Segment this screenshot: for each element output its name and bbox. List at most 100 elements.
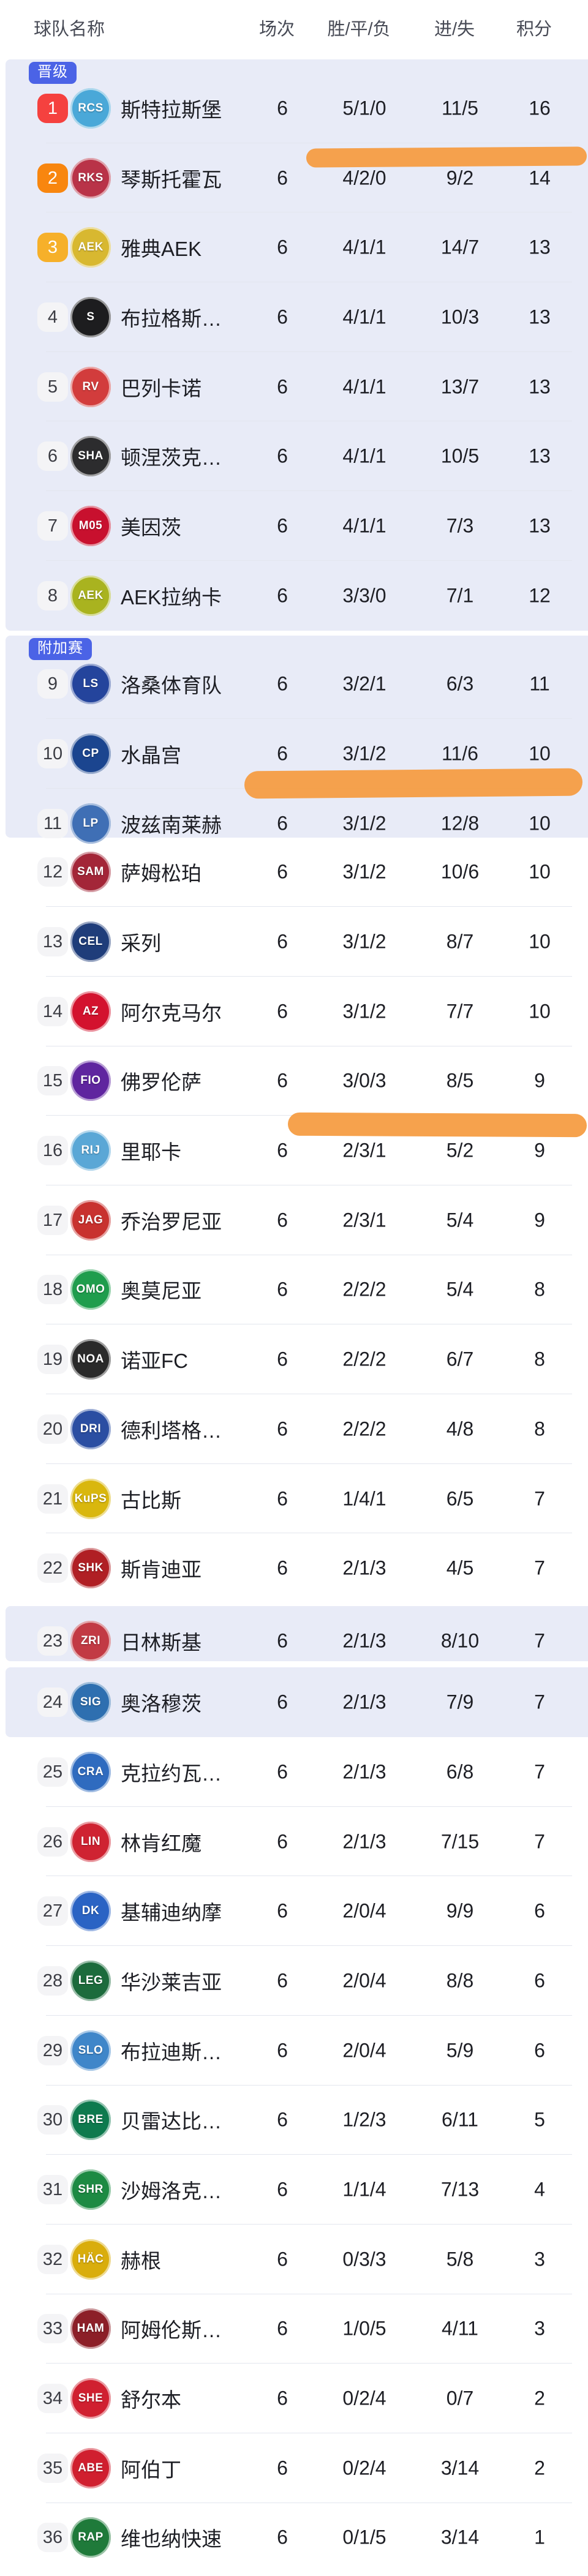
rank-badge: 10 xyxy=(37,739,68,769)
team-crest-icon: RCS xyxy=(70,88,111,129)
table-row[interactable]: 32 HÄC 赫根 6 0/3/3 5/8 3 xyxy=(6,2225,588,2294)
section-playoff: 附加赛 9 LS 洛桑体育队 6 3/2/1 6/3 11 10 CP 水晶宫 … xyxy=(6,635,588,844)
win-draw-loss: 3/1/2 xyxy=(342,742,386,765)
rank-badge: 1 xyxy=(37,93,68,123)
points: 13 xyxy=(529,445,551,467)
points: 8 xyxy=(534,1418,545,1440)
goals-for-against: 0/7 xyxy=(446,2387,474,2409)
table-row[interactable]: 35 ABE 阿伯丁 6 0/2/4 3/14 2 xyxy=(6,2433,588,2503)
table-row[interactable]: 14 AZ 阿尔克马尔 6 3/1/2 7/7 10 xyxy=(6,977,588,1046)
rank-badge: 20 xyxy=(37,1414,68,1444)
matches-played: 6 xyxy=(277,672,288,695)
column-header-team: 球队名称 xyxy=(34,20,105,39)
matches-played: 6 xyxy=(277,1899,288,1922)
goals-for-against: 11/6 xyxy=(442,742,478,765)
points: 9 xyxy=(534,1209,545,1231)
table-row[interactable]: 34 SHE 舒尔本 6 0/2/4 0/7 2 xyxy=(6,2364,588,2433)
table-row[interactable]: 33 HAM 阿姆伦斯… 6 1/0/5 4/11 3 xyxy=(6,2294,588,2364)
goals-for-against: 12/8 xyxy=(440,812,480,835)
rank-badge: 31 xyxy=(37,2175,68,2205)
team-name: 沙姆洛克… xyxy=(121,2180,222,2203)
table-row[interactable]: 5 RV 巴列卡诺 6 4/1/1 13/7 13 xyxy=(6,352,588,422)
table-row[interactable]: 9 LS 洛桑体育队 6 3/2/1 6/3 11 xyxy=(6,650,588,719)
points: 2 xyxy=(534,2457,545,2479)
table-row[interactable]: 13 CEL 采列 6 3/1/2 8/7 10 xyxy=(6,907,588,977)
win-draw-loss: 3/3/0 xyxy=(342,584,386,607)
table-row[interactable]: 15 FIO 佛罗伦萨 6 3/0/3 8/5 9 xyxy=(6,1046,588,1116)
team-name: AEK拉纳卡 xyxy=(121,585,222,609)
team-crest-icon: SIG xyxy=(70,1681,111,1722)
team-name: 巴列卡诺 xyxy=(121,377,202,400)
table-row[interactable]: 2 RKS 琴斯托霍瓦 6 4/2/0 9/2 14 xyxy=(6,143,588,213)
table-row[interactable]: 7 M05 美因茨 6 4/1/1 7/3 13 xyxy=(6,491,588,561)
points: 10 xyxy=(529,930,551,953)
table-row[interactable]: 16 RIJ 里耶卡 6 2/3/1 5/2 9 xyxy=(6,1116,588,1185)
column-header-wdl: 胜/平/负 xyxy=(327,20,391,39)
table-row[interactable]: 11 LP 波兹南莱赫 6 3/1/2 12/8 10 xyxy=(6,789,588,858)
rank-badge: 2 xyxy=(37,163,68,193)
team-name: 佛罗伦萨 xyxy=(121,1071,202,1094)
table-row[interactable]: 6 SHA 顿涅茨克… 6 4/1/1 10/5 13 xyxy=(6,421,588,491)
goals-for-against: 7/1 xyxy=(446,584,474,607)
rank-badge: 9 xyxy=(37,669,68,699)
table-row[interactable]: 10 CP 水晶宫 6 3/1/2 11/6 10 xyxy=(6,719,588,789)
win-draw-loss: 2/0/4 xyxy=(342,1969,386,1992)
win-draw-loss: 3/1/2 xyxy=(342,930,386,953)
goals-for-against: 8/10 xyxy=(440,1629,480,1652)
matches-played: 6 xyxy=(277,167,288,189)
table-row[interactable]: 1 RCS 斯特拉斯堡 6 5/1/0 11/5 16 xyxy=(6,73,588,143)
table-row[interactable]: 20 DRI 德利塔格… 6 2/2/2 4/8 8 xyxy=(6,1394,588,1464)
matches-played: 6 xyxy=(277,514,288,537)
matches-played: 6 xyxy=(277,2317,288,2340)
table-row[interactable]: 27 DK 基辅迪纳摩 6 2/0/4 9/9 6 xyxy=(6,1876,588,1946)
table-row[interactable]: 24 SIG 奥洛穆茨 6 2/1/3 7/9 7 xyxy=(6,1667,588,1737)
team-crest-icon: KuPS xyxy=(70,1478,111,1519)
table-row[interactable]: 3 AEK 雅典AEK 6 4/1/1 14/7 13 xyxy=(6,212,588,282)
table-row[interactable]: 18 OMO 奥莫尼亚 6 2/2/2 5/4 8 xyxy=(6,1255,588,1325)
table-row[interactable]: 17 JAG 乔治罗尼亚 6 2/3/1 5/4 9 xyxy=(6,1185,588,1255)
table-row[interactable]: 28 LEG 华沙莱吉亚 6 2/0/4 8/8 6 xyxy=(6,1946,588,2016)
table-row[interactable]: 25 CRA 克拉约瓦… 6 2/1/3 6/8 7 xyxy=(6,1737,588,1807)
team-name: 基辅迪纳摩 xyxy=(121,1901,222,1924)
win-draw-loss: 5/1/0 xyxy=(342,97,386,119)
win-draw-loss: 1/2/3 xyxy=(342,2108,386,2131)
matches-played: 6 xyxy=(277,2248,288,2270)
goals-for-against: 5/9 xyxy=(446,2039,474,2062)
goals-for-against: 7/9 xyxy=(446,1691,474,1713)
team-name: 德利塔格… xyxy=(121,1419,222,1442)
table-row[interactable]: 12 SAM 萨姆松珀 6 3/1/2 10/6 10 xyxy=(6,838,588,907)
team-crest-icon: LIN xyxy=(70,1821,111,1862)
table-row[interactable]: 29 SLO 布拉迪斯… 6 2/0/4 5/9 6 xyxy=(6,2016,588,2086)
points: 7 xyxy=(534,1830,545,1853)
goals-for-against: 5/8 xyxy=(446,2248,474,2270)
rank-badge: 24 xyxy=(37,1687,68,1717)
table-row[interactable]: 22 SHK 斯肯迪亚 6 2/1/3 4/5 7 xyxy=(6,1533,588,1603)
table-row[interactable]: 26 LIN 林肯红魔 6 2/1/3 7/15 7 xyxy=(6,1807,588,1877)
table-row[interactable]: 19 NOA 诺亚FC 6 2/2/2 6/7 8 xyxy=(6,1324,588,1394)
matches-played: 6 xyxy=(277,1139,288,1162)
goals-for-against: 6/3 xyxy=(446,672,474,695)
goals-for-against: 4/11 xyxy=(442,2317,478,2340)
table-row[interactable]: 31 SHR 沙姆洛克… 6 1/1/4 7/13 4 xyxy=(6,2155,588,2225)
table-row[interactable]: 30 BRE 贝雷达比… 6 1/2/3 6/11 5 xyxy=(6,2086,588,2155)
team-name: 顿涅茨克… xyxy=(121,446,222,470)
team-crest-icon: LEG xyxy=(70,1960,111,2001)
win-draw-loss: 0/2/4 xyxy=(342,2457,386,2479)
points: 7 xyxy=(534,1760,545,1783)
table-row[interactable]: 8 AEK AEK拉纳卡 6 3/3/0 7/1 12 xyxy=(6,561,588,631)
points: 8 xyxy=(534,1348,545,1370)
goals-for-against: 8/7 xyxy=(446,930,474,953)
column-header-played: 场次 xyxy=(258,20,295,39)
table-row[interactable]: 23 ZRI 日林斯基 6 2/1/3 8/10 7 xyxy=(6,1606,588,1676)
team-name: 斯特拉斯堡 xyxy=(121,98,222,121)
team-crest-icon: RAP xyxy=(70,2517,111,2558)
table-row[interactable]: 4 S 布拉格斯… 6 4/1/1 10/3 13 xyxy=(6,282,588,352)
table-row[interactable]: 36 RAP 维也纳快速 6 0/1/5 3/14 1 xyxy=(6,2503,588,2573)
rank-badge: 27 xyxy=(37,1896,68,1926)
rank-badge: 25 xyxy=(37,1757,68,1787)
goals-for-against: 6/7 xyxy=(446,1348,474,1370)
table-row[interactable]: 21 KuPS 古比斯 6 1/4/1 6/5 7 xyxy=(6,1464,588,1534)
team-crest-icon: SHK xyxy=(70,1548,111,1589)
matches-played: 6 xyxy=(277,1487,288,1510)
rank-badge: 34 xyxy=(37,2384,68,2414)
